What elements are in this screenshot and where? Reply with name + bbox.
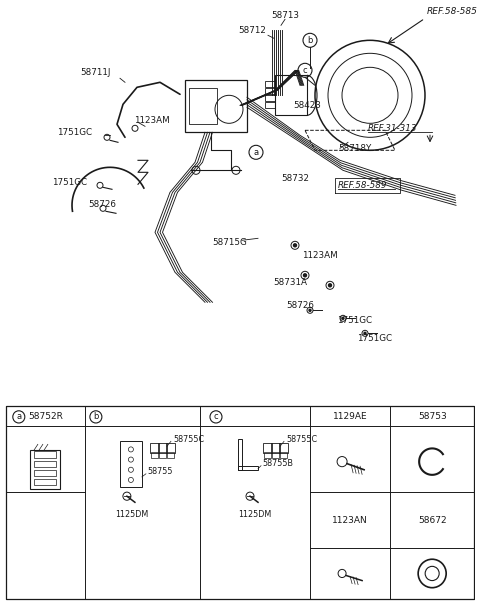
Bar	[34, 452, 56, 458]
Text: b: b	[93, 412, 98, 421]
Bar	[34, 479, 56, 485]
Circle shape	[342, 317, 344, 319]
Bar	[238, 466, 258, 470]
Bar	[275, 75, 307, 115]
Text: 1751GC: 1751GC	[52, 178, 87, 187]
Circle shape	[364, 332, 366, 334]
Circle shape	[303, 274, 307, 277]
Bar	[264, 452, 271, 458]
Circle shape	[328, 284, 332, 287]
Bar	[271, 443, 280, 453]
Text: a: a	[253, 148, 259, 157]
Text: 58755C: 58755C	[286, 435, 317, 444]
Bar	[238, 439, 242, 470]
Text: 1123AN: 1123AN	[332, 516, 368, 525]
Text: 58755B: 58755B	[262, 459, 293, 468]
Text: 58755C: 58755C	[173, 435, 204, 444]
Bar	[280, 452, 287, 458]
Bar	[120, 441, 142, 487]
Text: REF.58-585: REF.58-585	[427, 7, 478, 16]
Text: 58755: 58755	[147, 467, 172, 476]
Bar	[265, 95, 275, 101]
Text: 58752R: 58752R	[28, 412, 63, 421]
Bar	[150, 443, 159, 453]
Text: 58713: 58713	[271, 11, 299, 20]
Text: 1751GC: 1751GC	[58, 128, 93, 137]
Text: 58726: 58726	[286, 301, 314, 310]
Text: 1751GC: 1751GC	[337, 316, 372, 325]
Bar	[265, 88, 275, 94]
Text: c: c	[303, 66, 307, 75]
Text: 1123AM: 1123AM	[134, 116, 170, 125]
Text: 58731A: 58731A	[273, 278, 307, 287]
Bar	[279, 443, 288, 453]
Circle shape	[309, 310, 311, 311]
Text: 1129AE: 1129AE	[333, 412, 367, 421]
Bar	[189, 88, 217, 124]
Bar	[34, 461, 56, 467]
Text: 58711J: 58711J	[80, 68, 110, 77]
Bar	[166, 443, 175, 453]
Bar	[265, 81, 275, 87]
Circle shape	[293, 244, 297, 247]
Text: 1123AM: 1123AM	[302, 251, 338, 260]
Text: REF.31-313: REF.31-313	[368, 124, 418, 133]
Text: 1125DM: 1125DM	[238, 510, 271, 519]
Text: 58672: 58672	[418, 516, 446, 525]
Text: 58732: 58732	[281, 174, 309, 183]
Bar	[34, 470, 56, 476]
Bar	[30, 450, 60, 489]
Text: c: c	[214, 412, 218, 421]
Bar	[185, 80, 247, 132]
Bar	[272, 452, 279, 458]
Text: 58715G: 58715G	[213, 238, 247, 247]
Text: 58712: 58712	[238, 26, 266, 35]
Bar	[167, 452, 174, 458]
Text: 58726: 58726	[88, 200, 116, 209]
Text: 58753: 58753	[418, 412, 446, 421]
Bar	[263, 443, 272, 453]
Text: b: b	[307, 36, 312, 45]
Text: 58718Y: 58718Y	[338, 144, 372, 153]
Text: REF.58-589: REF.58-589	[338, 181, 387, 190]
Bar	[265, 103, 275, 108]
Bar	[159, 452, 166, 458]
Bar	[158, 443, 167, 453]
Text: a: a	[16, 412, 22, 421]
Text: 1125DM: 1125DM	[115, 510, 148, 519]
Text: 58423: 58423	[293, 101, 321, 110]
Bar	[151, 452, 158, 458]
Text: 1751GC: 1751GC	[358, 334, 393, 343]
